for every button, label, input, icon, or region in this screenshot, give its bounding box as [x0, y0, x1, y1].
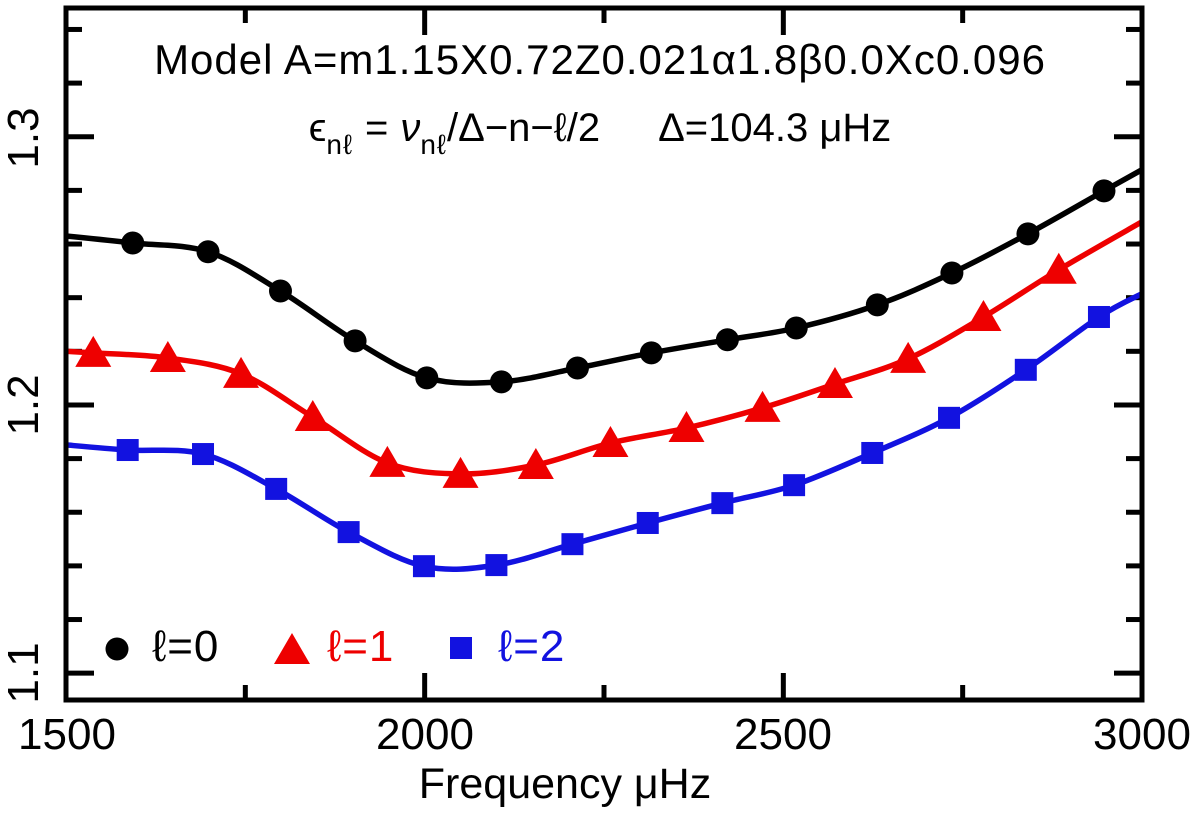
plot-frame: [63, 5, 1145, 703]
equation-subscript-left: nℓ: [326, 129, 353, 160]
equation-subscript-right: nℓ: [420, 129, 447, 160]
equation-delta-value: Δ=104.3 μHz: [658, 106, 892, 150]
y-tick-label-1-2: 1.2: [0, 374, 48, 436]
legend-markers: [105, 633, 472, 664]
legend-label-l0: ℓ=0: [152, 622, 220, 671]
equation-epsilon: ϵ: [308, 106, 327, 150]
x-tick-label-2000: 2000: [376, 710, 474, 759]
series-curves: [65, 167, 1144, 572]
x-tick-label-2500: 2500: [734, 710, 832, 759]
plot-equation: ϵnℓ = νnℓ/Δ−n−ℓ/2 Δ=104.3 μHz: [0, 106, 1200, 160]
y-tick-label-1-3: 1.3: [0, 107, 48, 169]
x-tick-label-1500: 1500: [18, 710, 116, 759]
legend-label-l2: ℓ=2: [498, 622, 566, 671]
equation-equals: =: [365, 106, 389, 150]
x-tick-label-3000: 3000: [1093, 710, 1191, 759]
series-markers: [75, 179, 1116, 578]
legend-label-l1: ℓ=1: [327, 622, 395, 671]
x-axis-title: Frequency μHz: [418, 760, 712, 808]
plot-title: Model A=m1.15X0.72Z0.021α1.8β0.0Xc0.096: [154, 36, 1046, 83]
equation-expression: /Δ−n−ℓ/2: [446, 106, 601, 150]
equation-nu: ν: [400, 106, 421, 150]
